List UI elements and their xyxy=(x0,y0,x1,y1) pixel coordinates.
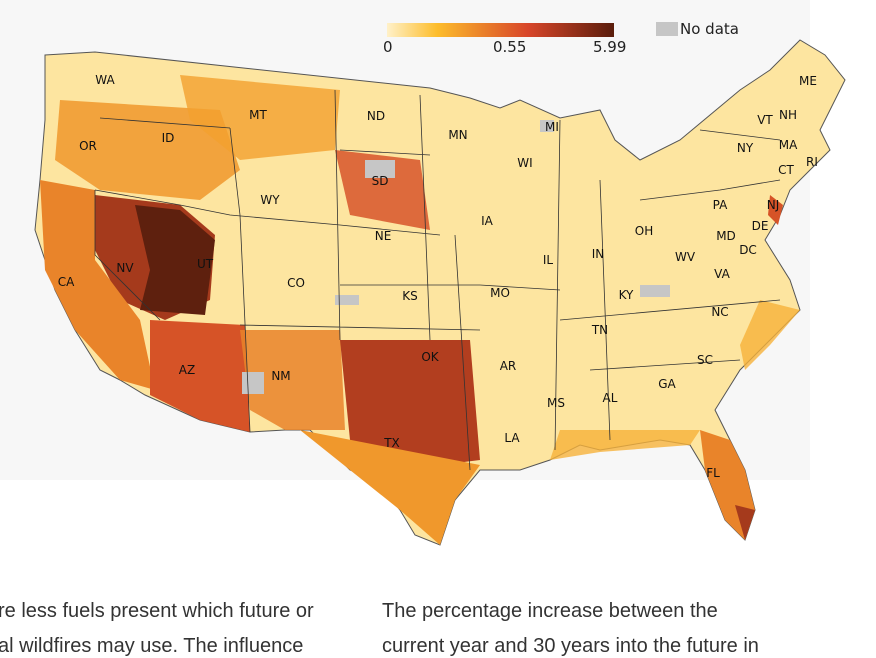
region-carolina-coast xyxy=(740,300,800,370)
state-borders xyxy=(94,89,781,471)
state-label-oh: OH xyxy=(634,224,654,238)
no-data-ky xyxy=(640,285,670,297)
state-label-nv: NV xyxy=(116,261,134,275)
legend-min: 0 xyxy=(383,38,393,56)
state-label-wv: WV xyxy=(674,250,696,264)
state-label-nc: NC xyxy=(711,305,729,319)
state-label-id: ID xyxy=(161,131,175,145)
state-label-ok: OK xyxy=(421,350,439,364)
state-label-ne: NE xyxy=(374,229,392,243)
state-label-sd: SD xyxy=(371,174,389,188)
state-label-wi: WI xyxy=(517,156,533,170)
state-label-co: CO xyxy=(287,276,305,290)
state-label-mt: MT xyxy=(249,108,267,122)
no-data-nm xyxy=(242,372,264,394)
state-label-vt: VT xyxy=(757,113,773,127)
state-label-ia: IA xyxy=(481,214,493,228)
state-label-md: MD xyxy=(716,229,736,243)
region-gulf-coast xyxy=(550,430,700,460)
state-label-tn: TN xyxy=(591,323,609,337)
state-label-nm: NM xyxy=(271,369,291,383)
no-data-swatch xyxy=(656,22,678,36)
legend-mid: 0.55 xyxy=(493,38,527,56)
state-label-mi: MI xyxy=(545,120,559,134)
state-label-mn: MN xyxy=(448,128,468,142)
region-nj xyxy=(768,195,783,225)
state-label-wy: WY xyxy=(260,193,280,207)
state-label-nd: ND xyxy=(366,109,386,123)
state-label-mo: MO xyxy=(490,286,510,300)
region-montana xyxy=(180,75,340,160)
state-label-ri: RI xyxy=(806,155,818,169)
state-label-il: IL xyxy=(542,253,554,267)
state-label-pa: PA xyxy=(712,198,728,212)
state-label-ny: NY xyxy=(736,141,754,155)
body-right-line-1: The percentage increase between the xyxy=(382,600,718,622)
state-label-ut: UT xyxy=(196,257,214,271)
region-utah-dark xyxy=(135,205,215,315)
state-label-or: OR xyxy=(79,139,97,153)
state-label-la: LA xyxy=(504,431,520,445)
state-label-va: VA xyxy=(714,267,730,281)
state-label-fl: FL xyxy=(706,466,720,480)
state-label-sc: SC xyxy=(697,353,713,367)
region-dakotas xyxy=(335,150,430,230)
no-data-sd xyxy=(365,160,395,178)
no-data-label: No data xyxy=(680,20,739,38)
state-label-in: IN xyxy=(591,247,605,261)
body-right-line-2: current year and 30 years into the futur… xyxy=(382,635,759,657)
no-data-mi xyxy=(540,120,554,132)
state-label-az: AZ xyxy=(178,363,196,377)
no-data-co xyxy=(335,295,359,305)
state-label-me: ME xyxy=(799,74,817,88)
region-west-orange xyxy=(40,180,155,390)
state-label-ga: GA xyxy=(658,377,676,391)
region-nm-tx xyxy=(240,330,345,430)
body-left-line-1: re less fuels present which future or xyxy=(0,600,314,622)
region-tx-south xyxy=(300,430,480,545)
region-arizona xyxy=(150,320,250,432)
region-ok-tx xyxy=(340,340,480,470)
legend-color-ramp xyxy=(387,23,614,37)
state-label-ks: KS xyxy=(402,289,418,303)
legend-max: 5.99 xyxy=(593,38,627,56)
us-county-choropleth-map xyxy=(34,39,846,546)
state-label-nj: NJ xyxy=(766,198,780,212)
state-label-de: DE xyxy=(751,219,769,233)
state-label-wa: WA xyxy=(95,73,115,87)
state-label-dc: DC xyxy=(739,243,757,257)
region-florida-dark xyxy=(735,505,755,540)
state-label-ky: KY xyxy=(618,288,634,302)
state-label-ms: MS xyxy=(547,396,565,410)
body-left-line-2: al wildfires may use. The influence xyxy=(0,635,304,657)
state-label-ar: AR xyxy=(499,359,517,373)
state-label-nh: NH xyxy=(779,108,797,122)
state-label-ca: CA xyxy=(57,275,75,289)
state-label-ct: CT xyxy=(778,163,794,177)
state-label-al: AL xyxy=(602,391,618,405)
state-label-ma: MA xyxy=(778,138,798,152)
state-label-tx: TX xyxy=(384,436,400,450)
no-data-regions xyxy=(242,120,670,394)
